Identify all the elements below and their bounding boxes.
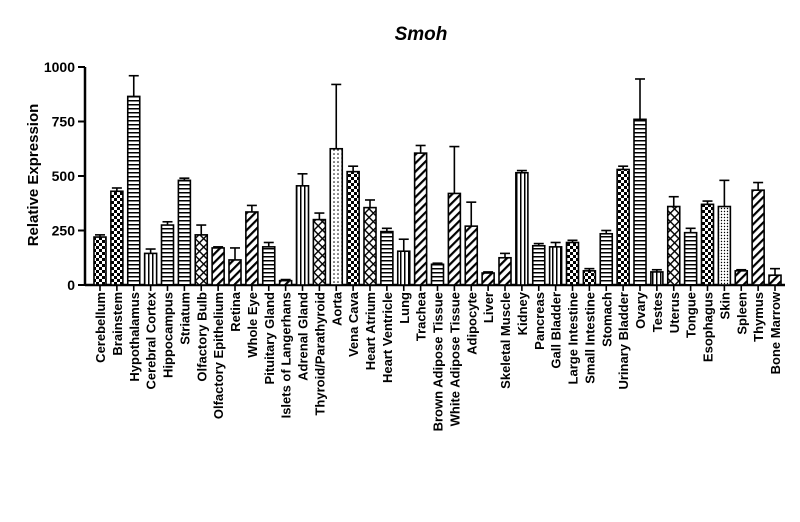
x-tick-label: Hippocampus [161,292,176,378]
error-bars [95,74,780,281]
bar-liver [481,272,495,286]
bar-lung [396,250,411,286]
y-axis-label: Relative Expression [25,104,42,247]
bar-adipocyte [464,225,479,286]
x-tick-label: Cerebellum [93,292,108,363]
bar-trachea [413,152,428,286]
bar-gall-bladder [548,246,563,286]
bar-heart-atrium [363,206,377,286]
bar-spleen [734,270,749,286]
bar-olfactory-epithelium [211,247,225,286]
x-tick-label: Heart Atrium [363,292,378,370]
bar-cerebellum [93,236,107,286]
x-tick-label: Ovary [633,291,648,329]
x-ticks: Cerebellum Brainstem Hypothalamus Cerebral … [93,285,783,431]
bar-ovary [633,118,647,286]
bar-aorta [329,147,344,286]
y-tick-label: 1000 [44,59,75,75]
x-tick-label: Testes [650,292,665,332]
x-tick-label: Olfactory Epithelium [211,292,226,419]
bar-testes [650,271,664,286]
x-tick-label: Trachea [414,291,429,341]
bar-thyroid-parathyroid [312,218,327,286]
x-tick-label: Islets of Langerhans [279,292,294,418]
bar-islets-of-langerhans [278,279,293,286]
x-tick-label: Tongue [684,292,699,338]
bar-hypothalamus [126,95,141,286]
bar-striatum [177,179,192,286]
bar-urinary-bladder [616,168,630,286]
x-tick-label: Cerebral Cortex [144,291,159,389]
x-tick-label: Skeletal Muscle [498,292,513,389]
x-tick-label: Striatum [177,292,192,345]
bar-skin [717,205,732,286]
x-tick-label: Heart Ventricle [380,292,395,383]
x-tick-label: Adipocyte [464,292,479,355]
bar-heart-ventricle [380,230,394,286]
x-tick-label: Urinary Bladder [616,292,631,390]
x-tick-label: Lung [397,292,412,324]
x-tick-label: Olfactory Bulb [194,292,209,382]
y-tick-label: 0 [67,277,75,293]
bar-tongue [683,231,698,286]
bar-uterus [666,205,681,286]
x-tick-label: Aorta [329,291,344,326]
x-tick-label: Thymus [751,292,766,342]
chart-title: Smoh [395,24,448,45]
bar-large-intestine [565,241,580,286]
bar-hippocampus [160,224,175,286]
x-tick-label: Small Intestine [582,292,597,384]
bar-brown-adipose-tissue [430,263,445,286]
bar-white-adipose-tissue [447,192,462,286]
bar-bone-marrow [768,274,782,286]
x-tick-label: Gall Bladder [549,292,564,369]
bar-pancreas [531,244,546,286]
x-tick-label: Skin [717,292,732,320]
x-tick-label: Spleen [734,292,749,335]
x-tick-label: Stomach [599,292,614,347]
y-tick-label: 750 [52,114,76,130]
x-tick-label: Uterus [667,292,682,333]
bar-thymus [751,189,765,286]
bar-cerebral-cortex [143,252,158,286]
bar-skeletal-muscle [498,256,512,286]
y-tick-label: 500 [52,168,76,184]
x-tick-label: Thyroid/Parathyroid [312,292,327,416]
x-tick-label: Adrenal Gland [296,292,311,381]
x-tick-label: Large Intestine [566,292,581,384]
bar-olfactory-bulb [194,234,209,286]
x-tick-label: Pancreas [532,292,547,350]
bar-vena-cava [346,170,360,286]
x-tick-label: Brainstem [110,292,125,356]
x-tick-label: Vena Cava [346,291,361,357]
x-tick-label: Brown Adipose Tissue [431,292,446,431]
bar-retina [228,259,242,286]
x-tick-label: Retina [228,291,243,332]
bar-brainstem [110,190,124,286]
y-tick-label: 250 [52,223,76,239]
x-tick-label: Bone Marrow [768,291,783,374]
x-tick-label: Kidney [515,291,530,335]
bar-adrenal-gland [295,185,310,286]
bar-kidney [515,171,529,286]
bars [93,95,782,286]
x-tick-label: White Adipose Tissue [447,292,462,426]
x-tick-label: Hypothalamus [127,292,142,382]
bar-pituitary-gland [261,246,276,286]
x-tick-label: Pituitary Gland [262,292,277,385]
bar-esophagus [700,203,715,286]
x-tick-label: Whole Eye [245,292,260,358]
y-ticks: 0 250 500 750 1000 [44,59,85,293]
bar-whole-eye [245,211,259,286]
x-tick-label: Esophagus [701,292,716,362]
x-tick-label: Liver [481,292,496,323]
bar-small-intestine [582,270,597,286]
bar-stomach [599,232,614,286]
